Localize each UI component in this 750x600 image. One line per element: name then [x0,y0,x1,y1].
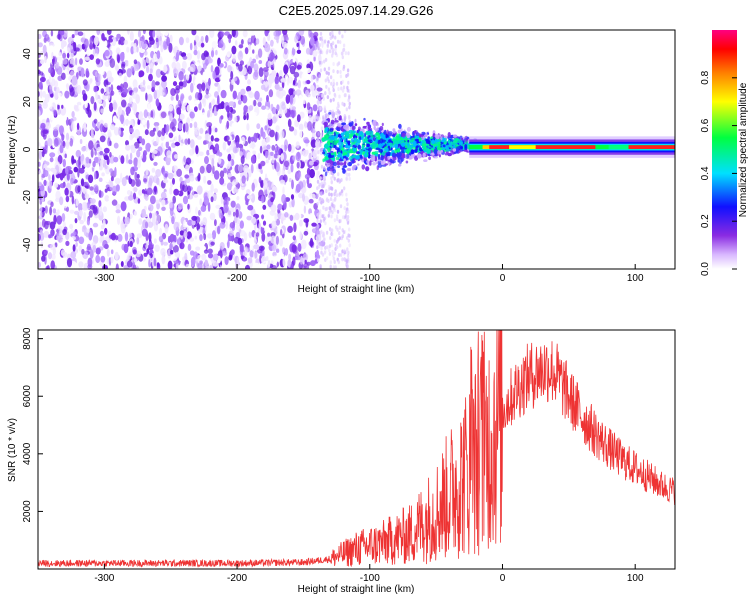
x-tick-label: -300 [94,273,114,284]
y-tick-label: 8000 [22,327,33,350]
snr-x-ticks: -300 -200 -100 0 100 [94,564,644,584]
y-tick-label: 6000 [22,385,33,408]
chart-title: C2E5.2025.097.14.29.G26 [279,3,434,18]
y-tick-label: 4000 [22,442,33,465]
x-tick-label: -100 [360,573,380,584]
y-tick-label: 2000 [22,500,33,523]
snr-frame [37,329,676,570]
x-tick-label: 100 [627,573,644,584]
y-tick-label: 0 [22,146,33,152]
colorbar-tick-label: 0.0 [700,262,711,276]
colorbar-tick-label: 0.8 [700,70,711,84]
y-tick-label: 40 [22,48,33,60]
spectrogram-x-ticks: -300 -200 -100 0 100 [94,264,644,284]
colorbar-gradient [712,30,737,269]
x-tick-label: -300 [94,573,114,584]
y-tick-label: 20 [22,96,33,108]
y-tick-label: -20 [22,190,33,205]
snr-y-label: SNR (10 * v/v) [7,418,18,482]
colorbar-tick-label: 0.6 [700,118,711,132]
spectrogram-cells [38,30,675,269]
y-tick-label: -40 [22,237,33,252]
x-tick-label: 100 [627,273,644,284]
x-tick-label: -200 [227,273,247,284]
colorbar-tick-label: 0.2 [700,214,711,228]
snr-series-line [38,330,675,568]
spectrogram-y-ticks: -40 -20 0 20 40 [22,48,43,252]
x-tick-label: 0 [500,573,506,584]
spectrogram-x-label: Height of straight line (km) [298,284,415,295]
snr-y-ticks: 2000 4000 6000 8000 [22,327,43,523]
colorbar: 0.0 0.2 0.4 0.6 0.8 Normalized spectral ampl… [700,30,749,276]
snr-background [38,330,675,569]
snr-x-label: Height of straight line (km) [298,584,415,595]
snr-panel: -300 -200 -100 0 100 2000 4000 6000 8000 Height… [7,327,676,595]
colorbar-ticks: 0.0 0.2 0.4 0.6 0.8 [700,70,737,276]
colorbar-label: Normalized spectral amplitude [738,82,749,217]
x-tick-label: -100 [360,273,380,284]
spectrogram-y-label: Frequency (Hz) [7,116,18,185]
colorbar-tick-label: 0.4 [700,166,711,180]
x-tick-label: 0 [500,273,506,284]
x-tick-label: -200 [227,573,247,584]
